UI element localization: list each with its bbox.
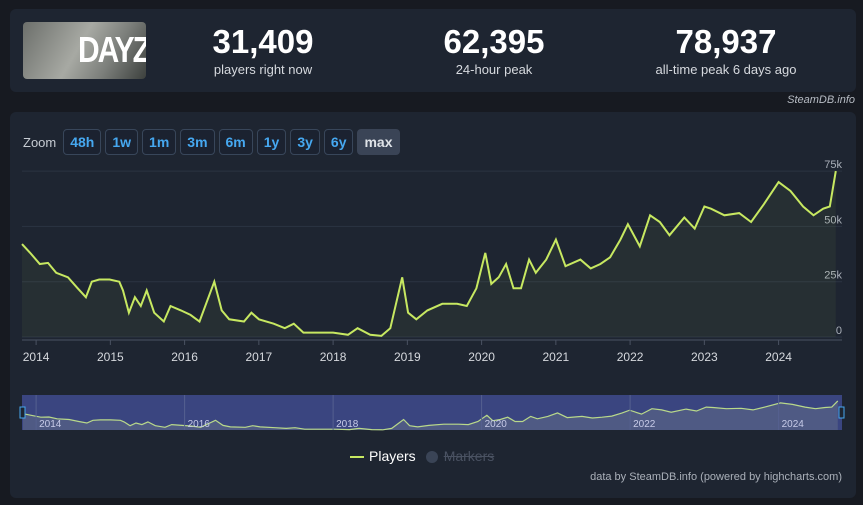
logo-text: DAYZ — [78, 30, 146, 71]
navigator-line — [22, 400, 839, 431]
line-swatch-icon — [350, 456, 364, 459]
stat-current: 31,409 players right now — [163, 23, 363, 77]
legend-label: Players — [369, 448, 416, 464]
legend-players[interactable]: Players — [350, 448, 416, 464]
stat-24h-peak: 62,395 24-hour peak — [394, 23, 594, 77]
navigator-handle-left[interactable] — [19, 406, 26, 419]
navigator-label: 2014 — [39, 419, 62, 430]
navigator-selection[interactable] — [22, 395, 842, 430]
y-tick-label: 25k — [824, 270, 842, 282]
stats-header: DAYZ 31,409 players right now 62,395 24-ho… — [10, 9, 856, 92]
player-chart[interactable]: 0 25k 50k 75k 2014 2015 2016 2017 2018 2019 2020 20… — [10, 112, 856, 498]
circle-icon — [425, 451, 438, 464]
zoom-3m-button[interactable]: 3m — [180, 129, 215, 155]
series-line-players[interactable] — [21, 170, 837, 337]
zoom-max-button[interactable]: max — [357, 129, 400, 155]
legend: Players Markers — [350, 448, 494, 464]
zoom-6y-button[interactable]: 6y — [323, 129, 354, 155]
x-tick-label: 2016 — [171, 350, 198, 364]
x-tick-label: 2022 — [617, 350, 644, 364]
navigator-label: 2020 — [485, 419, 508, 430]
stat-alltime-peak: 78,937 all-time peak 6 days ago — [626, 23, 826, 77]
zoom-6m-button[interactable]: 6m — [218, 129, 253, 155]
game-logo[interactable]: DAYZ — [23, 22, 146, 79]
x-tick-label: 2018 — [320, 350, 347, 364]
navigator-label: 2016 — [188, 419, 211, 430]
stat-label: 24-hour peak — [455, 62, 533, 77]
zoom-3y-button[interactable]: 3y — [290, 129, 320, 155]
x-tick-label: 2024 — [765, 350, 792, 364]
stat-value: 78,937 — [675, 23, 777, 60]
zoom-1y-button[interactable]: 1y — [256, 129, 287, 155]
x-tick-label: 2023 — [691, 350, 718, 364]
navigator-area — [23, 400, 838, 430]
legend-markers[interactable]: Markers — [425, 448, 495, 464]
steamdb-credit[interactable]: SteamDB.info — [787, 94, 855, 106]
navigator-label: 2018 — [336, 419, 359, 430]
zoom-controls: Zoom 48h 1w 1m 3m 6m 1y 3y 6y max — [23, 129, 400, 155]
chart-credits[interactable]: data by SteamDB.info (powered by highcha… — [590, 471, 842, 483]
y-tick-label: 75k — [824, 159, 842, 171]
stat-value: 62,395 — [443, 23, 545, 60]
stat-value: 31,409 — [212, 23, 314, 60]
navigator-label: 2024 — [782, 419, 805, 430]
x-tick-label: 2019 — [394, 350, 421, 364]
zoom-48h-button[interactable]: 48h — [63, 129, 102, 155]
x-tick-label: 2017 — [246, 350, 273, 364]
x-tick-label: 2014 — [23, 350, 50, 364]
zoom-1m-button[interactable]: 1m — [142, 129, 177, 155]
zoom-label: Zoom — [23, 134, 57, 150]
navigator-label: 2022 — [633, 419, 656, 430]
stat-label: players right now — [213, 62, 313, 77]
zoom-1w-button[interactable]: 1w — [105, 129, 139, 155]
legend-label: Markers — [443, 448, 495, 464]
navigator-handle-right[interactable] — [838, 406, 845, 419]
stat-label: all-time peak 6 days ago — [655, 62, 797, 77]
x-tick-label: 2015 — [97, 350, 124, 364]
series-area — [22, 171, 836, 337]
y-tick-label: 0 — [836, 325, 842, 337]
x-tick-label: 2021 — [543, 350, 570, 364]
x-tick-label: 2020 — [468, 350, 495, 364]
y-tick-label: 50k — [824, 214, 842, 226]
